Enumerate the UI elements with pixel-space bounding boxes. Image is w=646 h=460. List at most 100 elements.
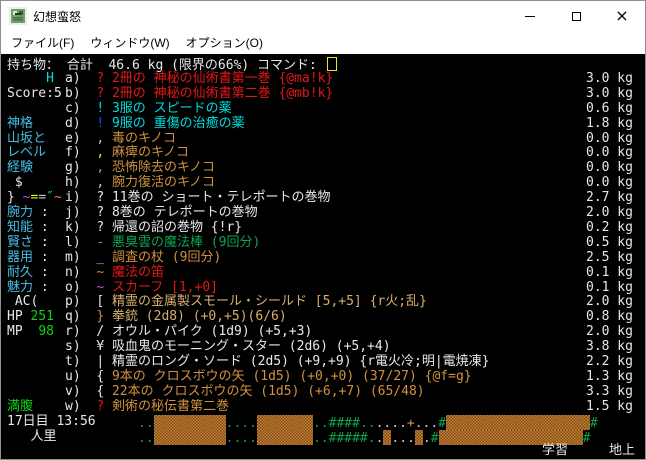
item-letter: d) <box>65 116 81 131</box>
item-symbol: , <box>96 131 105 146</box>
maximize-button[interactable] <box>553 1 599 31</box>
map-tile: # <box>582 431 591 446</box>
menu-window[interactable]: ウィンドウ(W) <box>90 36 170 50</box>
item-letter: j) <box>65 205 81 220</box>
text-segment: 人里 <box>7 429 57 444</box>
status-study: 学習 <box>542 443 569 459</box>
menu-bar: ファイル(F) ウィンドウ(W) オプション(O) <box>1 31 645 54</box>
text-segment: H <box>7 71 54 86</box>
inventory-item-g[interactable]: g) , 恐怖除去のキノコ 0.0 kg <box>65 160 633 176</box>
text-segment <box>104 235 112 250</box>
item-letter: m) <box>65 250 81 265</box>
item-letter: r) <box>65 324 81 339</box>
item-letter: c) <box>65 101 81 116</box>
map-tile: ... <box>391 431 415 446</box>
inventory-item-q[interactable]: q) } 拳銃 (2d8) (+0,+5)(6/6) 0.8 kg <box>65 309 633 325</box>
item-symbol: ~ <box>96 265 105 280</box>
game-terminal[interactable]: 持ち物： 合計 46.6 kg (限界の66%) コマンド: H Score:5 神… <box>2 54 645 459</box>
inventory-item-v[interactable]: v) { 22本の クロスボウの矢 (1d5) (+6,+7) (65/48) 3… <box>65 384 633 400</box>
stat-int: 知能 : <box>7 220 49 236</box>
inventory-item-n[interactable]: n) ~ 魔法の笛 0.1 kg <box>65 265 633 281</box>
item-weight: 0.1 kg <box>586 280 633 295</box>
inventory-item-p[interactable]: p) [ 精霊の金属製スモール・シールド [5,+5] {r火;乱} 2.0 kg <box>65 294 633 310</box>
item-weight: 2.0 kg <box>586 324 633 339</box>
text-segment <box>104 354 112 369</box>
inventory-item-k[interactable]: k) ? 帰還の詔の巻物 {!r} 0.2 kg <box>65 220 633 236</box>
text-segment <box>104 280 112 295</box>
item-letter: b) <box>65 86 81 101</box>
text-segment <box>81 71 97 86</box>
map-tile: + <box>406 416 415 431</box>
map-wall-tile <box>256 415 313 430</box>
map-tile: # <box>438 416 447 431</box>
map-tile: .. <box>312 431 329 446</box>
inventory-item-e[interactable]: e) , 毒のキノコ 0.0 kg <box>65 131 633 147</box>
text-segment: 17日目 13:56 <box>7 414 96 429</box>
text-segment <box>81 369 97 384</box>
text-segment <box>81 175 97 190</box>
inventory-item-h[interactable]: h) , 腕力復活のキノコ 0.0 kg <box>65 175 633 191</box>
item-weight: 0.6 kg <box>586 101 633 116</box>
text-segment: ~ <box>53 190 62 205</box>
text-segment <box>104 339 112 354</box>
inventory-item-m[interactable]: m) _ 調査の杖 (9回分) 2.5 kg <box>65 250 633 266</box>
item-weight: 0.0 kg <box>586 175 633 190</box>
text-segment <box>81 265 97 280</box>
item-symbol: ? <box>96 205 105 220</box>
inventory-item-r[interactable]: r) / オウル・パイク (1d9) (+5,+3) 2.0 kg <box>65 324 633 340</box>
item-symbol: ? <box>96 86 105 101</box>
inventory-item-j[interactable]: j) ? 8巻の テレポートの巻物 2.0 kg <box>65 205 633 221</box>
location-name: 人里 <box>7 429 57 445</box>
map-tile: ##### <box>328 431 368 446</box>
menu-file[interactable]: ファイル(F) <box>11 36 75 50</box>
inventory-item-f[interactable]: f) , 麻痺のキノコ 0.0 kg <box>65 145 633 161</box>
item-name: 9本の クロスボウの矢 (1d5) (+0,+0) (37/27) {@f=g} <box>111 369 472 384</box>
inventory-item-b[interactable]: b) ? 2冊の 神秘の仙術書第二巻 {@mb!k} 3.0 kg <box>65 86 633 102</box>
inventory-item-l[interactable]: l) - 悪臭雲の魔法棒 (9回分) 0.5 kg <box>65 235 633 251</box>
text-segment <box>104 86 112 101</box>
item-symbol: ! <box>96 101 105 116</box>
inventory-item-t[interactable]: t) | 精霊のロング・ソード (2d5) (+9,+9) {r電火冷;明|電焼… <box>65 354 633 370</box>
item-symbol: } <box>96 309 105 324</box>
inventory-item-i[interactable]: i) ? 11巻の ショート・テレポートの巻物 2.7 kg <box>65 190 633 206</box>
inventory-item-s[interactable]: s) ¥ 吸血鬼のモーニング・スター (2d6) (+5,+4) 3.8 kg <box>65 339 633 355</box>
text-segment <box>104 101 112 116</box>
text-segment <box>81 86 97 101</box>
close-button[interactable]: × <box>599 1 645 31</box>
item-weight: 2.5 kg <box>586 250 633 265</box>
menu-options[interactable]: オプション(O) <box>185 36 263 50</box>
title-bar[interactable]: 幻想蛮怒 × <box>1 1 645 31</box>
text-segment: : <box>40 265 49 280</box>
item-letter: l) <box>65 235 81 250</box>
map-tile: . <box>375 431 384 446</box>
status-study-label: 学習 <box>542 443 569 458</box>
item-symbol: , <box>96 145 105 160</box>
inventory-item-u[interactable]: u) { 9本の クロスボウの矢 (1d5) (+0,+0) (37/27) {… <box>65 369 633 385</box>
item-name: 悪臭雲の魔法棒 (9回分) <box>111 235 261 250</box>
text-segment <box>81 160 97 175</box>
inventory-item-c[interactable]: c) ! 3服の スピードの薬 0.6 kg <box>65 101 633 117</box>
stat-chr: 魅力 : <box>7 280 49 296</box>
stat-ac: AC( <box>7 294 39 310</box>
minimize-button[interactable] <box>507 1 553 31</box>
item-symbol: , <box>96 175 105 190</box>
map-tile: .... <box>225 431 257 446</box>
text-segment: 賢さ <box>7 235 41 250</box>
text-segment <box>104 175 112 190</box>
inventory-item-o[interactable]: o) ~ スカーフ [1,+0] 0.1 kg <box>65 280 633 296</box>
item-symbol: ? <box>96 220 105 235</box>
inventory-item-d[interactable]: d) ! 9服の 重傷の治癒の薬 1.8 kg <box>65 116 633 132</box>
stat-str: 腕力 : <box>7 205 49 221</box>
text-segment: 満腹 <box>7 399 34 414</box>
stat-level: レベル <box>7 145 46 161</box>
text-segment <box>104 265 112 280</box>
item-name: 剣術の秘伝書第二巻 <box>111 399 229 414</box>
item-symbol: [ <box>96 294 105 309</box>
item-letter: w) <box>65 399 81 414</box>
inventory-item-w[interactable]: w) ? 剣術の秘伝書第二巻 1.5 kg <box>65 399 633 415</box>
inventory-item-a[interactable]: a) ? 2冊の 神秘の仙術書第一巻 {@ma!k} 3.0 kg <box>65 71 633 87</box>
item-weight: 0.0 kg <box>586 160 633 175</box>
item-name: 帰還の詔の巻物 {!r} <box>111 220 243 235</box>
map-wall-tile <box>438 430 583 445</box>
item-letter: g) <box>65 160 81 175</box>
